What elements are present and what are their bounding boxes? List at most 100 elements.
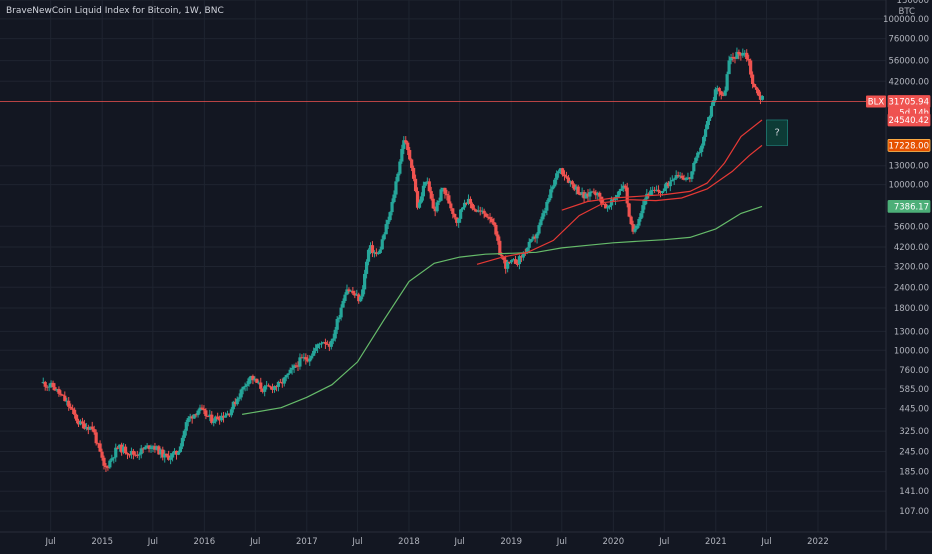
candle (402, 136, 406, 155)
candle-body (74, 414, 79, 421)
candle-body (643, 199, 647, 206)
candle (686, 172, 690, 181)
candle-body (196, 410, 200, 416)
candle (167, 450, 171, 461)
candle-body (703, 129, 708, 137)
candle (672, 177, 676, 185)
candle (370, 241, 375, 258)
candle (357, 292, 361, 304)
candle-body (602, 203, 606, 205)
candle-body (53, 387, 57, 391)
candle (161, 446, 165, 461)
candle-body (496, 234, 500, 241)
candle-body (216, 416, 220, 420)
candle-body (700, 145, 704, 153)
candle (337, 314, 341, 323)
candle (656, 185, 661, 195)
candle-body (539, 219, 543, 226)
candle (639, 210, 643, 222)
candle-body (376, 252, 380, 255)
candle-body (651, 189, 655, 191)
candle-body (172, 450, 177, 454)
candle (751, 71, 755, 89)
level-badge-green-bg (887, 199, 931, 213)
candle-body (545, 201, 549, 211)
candle (290, 364, 294, 375)
candle (223, 412, 228, 418)
candle-body (45, 386, 49, 388)
level-badge-orange-bg (887, 139, 931, 152)
candle (121, 443, 126, 455)
x-tick-label: 2022 (807, 537, 829, 547)
candle (664, 181, 668, 194)
candle (433, 206, 437, 217)
candle (747, 54, 751, 66)
candle (431, 193, 435, 209)
candle-body (218, 419, 222, 421)
candle (204, 408, 208, 420)
candle-body (443, 187, 447, 194)
candle (368, 242, 373, 255)
candle-body (102, 457, 106, 466)
candle (649, 186, 653, 196)
candle-body (268, 386, 273, 388)
candle (653, 186, 657, 193)
candle (104, 463, 108, 472)
candle (713, 87, 717, 103)
candle (594, 189, 598, 200)
candle (355, 289, 359, 297)
candle (760, 95, 765, 101)
candle-body (190, 416, 194, 419)
candle-body (225, 413, 230, 416)
candle-body (155, 446, 159, 450)
candle-body (241, 386, 245, 390)
level-badge-red-bg (887, 113, 931, 127)
candle-body (541, 213, 545, 220)
candle (266, 383, 271, 387)
candle (600, 196, 604, 207)
candle (108, 459, 112, 469)
candle-body (733, 57, 737, 59)
candle-body (521, 252, 525, 258)
candle-body (290, 368, 294, 370)
candle (678, 172, 682, 179)
candle-body (276, 381, 280, 387)
candle-body (106, 467, 110, 469)
y-tick-label: 130000 (897, 0, 929, 6)
candle (43, 380, 47, 391)
candle (752, 83, 757, 88)
candle-body (484, 213, 488, 217)
candle-body (466, 198, 471, 204)
candle (662, 184, 667, 192)
candle (584, 192, 588, 199)
candle (65, 397, 69, 406)
candle (325, 340, 329, 345)
candle (347, 287, 351, 294)
candle-body (557, 171, 561, 174)
candle-body (611, 199, 616, 201)
grid (0, 0, 886, 532)
candle (165, 453, 169, 458)
candle-body (666, 182, 670, 187)
candle (245, 381, 249, 391)
y-tick-label: 56000.00 (888, 57, 929, 67)
candle (341, 298, 345, 308)
candle-body (133, 454, 137, 456)
candle (145, 443, 149, 449)
candle-body (212, 421, 216, 423)
candle (69, 403, 73, 410)
candle-body (315, 344, 320, 349)
candle-body (660, 190, 665, 194)
candle-body (214, 416, 218, 422)
candle-body (235, 398, 239, 405)
x-tick-label: Jul (45, 537, 56, 547)
candle-body (727, 60, 731, 75)
candle (539, 216, 543, 227)
candle (437, 197, 441, 205)
candle-body (637, 218, 641, 226)
candle-body (741, 52, 745, 56)
candle-body (372, 252, 377, 254)
candle (231, 400, 235, 413)
